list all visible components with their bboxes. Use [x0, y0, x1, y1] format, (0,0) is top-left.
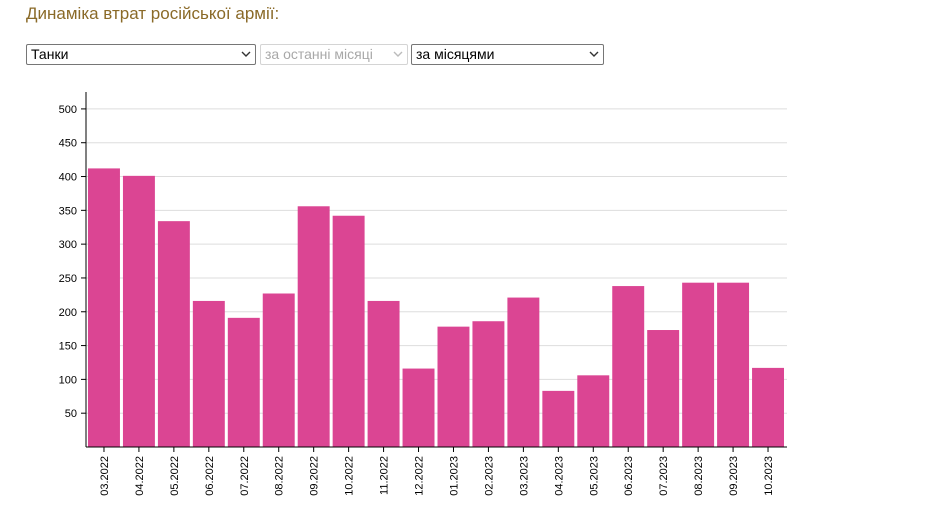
y-tick-label: 50	[65, 408, 77, 420]
x-tick-label: 05.2023	[588, 456, 600, 496]
x-tick-label: 06.2022	[204, 456, 216, 496]
y-tick-label: 200	[59, 307, 77, 319]
x-tick-label: 06.2023	[623, 456, 635, 496]
x-tick-label: 09.2023	[728, 456, 740, 496]
bar	[752, 367, 784, 447]
chevron-down-icon	[241, 51, 251, 57]
x-tick-label: 08.2023	[693, 456, 705, 496]
bar	[297, 206, 330, 447]
grid-lines	[86, 108, 787, 414]
x-tick-label: 07.2022	[239, 456, 251, 496]
bar	[332, 215, 365, 447]
granularity-select[interactable]: за місяцями	[411, 44, 604, 65]
axes: 50 100 150 200 250 300 350 400 450 500 03.2022 04.2…	[59, 92, 787, 496]
chevron-down-icon	[589, 51, 599, 57]
y-tick-label: 450	[59, 138, 77, 150]
bar	[402, 368, 435, 447]
y-tick-label: 400	[59, 172, 77, 184]
period-select: за останні місяці	[260, 44, 408, 65]
x-tick-label: 04.2023	[553, 456, 565, 496]
y-tick-label: 300	[59, 239, 77, 251]
y-tick-label: 350	[59, 205, 77, 217]
y-tick-label: 250	[59, 273, 77, 285]
x-tick-label: 05.2022	[169, 456, 181, 496]
bar	[647, 330, 680, 447]
x-tick-label: 03.2022	[99, 456, 111, 496]
x-tick-label: 10.2023	[763, 456, 775, 496]
bar	[157, 221, 190, 447]
bar	[542, 390, 575, 447]
y-tick-label: 150	[59, 341, 77, 353]
x-tick-label: 11.2022	[379, 456, 391, 495]
page-title: Динаміка втрат російської армії:	[26, 4, 280, 23]
bar	[472, 321, 505, 447]
x-tick-label: 01.2023	[448, 456, 460, 496]
bar	[122, 175, 155, 447]
x-tick-label: 04.2022	[134, 456, 146, 496]
x-tick-label: 07.2023	[658, 456, 670, 496]
bar	[717, 282, 750, 447]
x-tick-label: 08.2022	[274, 456, 286, 496]
category-select[interactable]: Танки	[26, 44, 256, 65]
category-select-value: Танки	[31, 46, 69, 62]
x-tick-label: 02.2023	[483, 456, 495, 496]
bar	[262, 293, 295, 447]
bar	[577, 375, 610, 447]
bar	[88, 168, 120, 447]
bar	[192, 300, 225, 447]
bar	[227, 317, 260, 447]
x-tick-label: 09.2022	[309, 456, 321, 496]
x-tick-label: 10.2022	[344, 456, 356, 496]
x-tick-label: 03.2023	[518, 456, 530, 496]
bar	[507, 297, 540, 447]
bar	[612, 286, 645, 447]
y-tick-label: 500	[59, 104, 77, 116]
x-tick-label: 12.2022	[414, 456, 426, 496]
bars	[88, 168, 784, 447]
granularity-select-value: за місяцями	[416, 46, 495, 62]
chevron-down-icon	[393, 51, 403, 57]
bar	[367, 300, 400, 447]
bar	[437, 326, 470, 447]
period-select-value: за останні місяці	[265, 46, 373, 62]
bar	[682, 282, 715, 447]
y-tick-label: 100	[59, 374, 77, 386]
